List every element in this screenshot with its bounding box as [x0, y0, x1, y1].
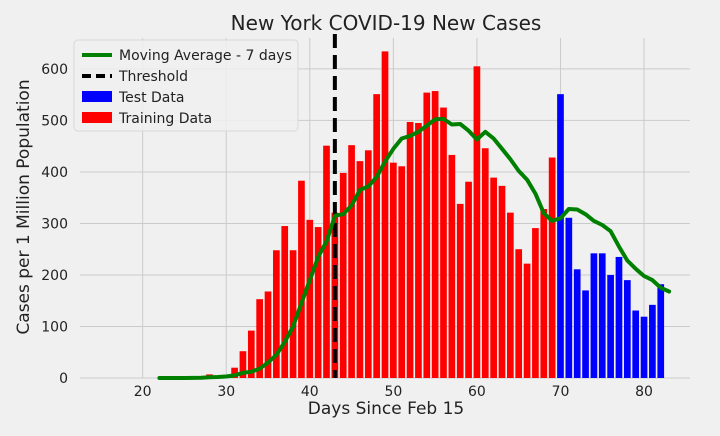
training-data-bar — [314, 227, 322, 378]
training-data-bar — [306, 219, 314, 378]
training-data-bar — [532, 228, 539, 378]
test-data-bar — [557, 94, 564, 378]
training-data-bar — [523, 263, 531, 378]
training-data-bar — [431, 91, 439, 378]
training-data-bar — [481, 148, 489, 378]
training-data-bar — [398, 166, 406, 378]
training-data-bar — [356, 161, 364, 378]
legend-threshold-label: Threshold — [118, 69, 188, 85]
y-tick-label: 100 — [41, 319, 68, 335]
test-data-bar — [640, 316, 648, 378]
y-tick-label: 500 — [41, 113, 68, 129]
training-data-bar — [473, 66, 481, 378]
training-data-bar — [323, 145, 330, 378]
test-data-bar — [657, 284, 665, 378]
ticks-layer: 0 100 200 300 400 500 600 20 30 40 50 60 70 80 — [41, 62, 653, 400]
training-data-bar — [540, 209, 548, 378]
x-tick-label: 20 — [134, 384, 152, 400]
lines-layer — [157, 34, 672, 380]
training-data-bar — [406, 121, 414, 378]
legend-training-label: Training Data — [118, 111, 212, 127]
x-tick-label: 70 — [552, 384, 570, 400]
chart-title: New York COVID-19 New Cases — [231, 11, 542, 35]
legend-test-swatch — [82, 91, 112, 102]
test-data-bar — [649, 304, 656, 378]
y-tick-label: 200 — [41, 268, 68, 284]
test-data-bar — [582, 290, 589, 378]
training-data-bar — [373, 94, 380, 378]
training-data-bar — [381, 51, 389, 378]
test-data-bar — [623, 280, 631, 378]
training-data-bar — [423, 92, 431, 378]
legend-box — [73, 39, 299, 132]
training-data-bar — [339, 172, 347, 378]
legend-moving-average-label: Moving Average - 7 days — [119, 48, 292, 64]
training-data-bar — [239, 351, 247, 378]
y-axis-label: Cases per 1 Million Population — [14, 79, 34, 334]
training-data-bar — [548, 157, 556, 378]
test-data-bar — [565, 217, 573, 378]
training-data-bar — [231, 367, 238, 378]
test-data-bar — [573, 269, 581, 378]
legend-training-swatch — [82, 112, 112, 123]
y-tick-label: 600 — [41, 62, 68, 78]
y-tick-label: 0 — [59, 371, 68, 387]
y-tick-label: 300 — [41, 216, 68, 232]
training-data-bar — [348, 145, 355, 378]
test-data-bar — [598, 253, 606, 378]
training-data-bar — [256, 299, 263, 378]
training-data-bar — [465, 181, 472, 378]
legend: Moving Average - 7 days Threshold Test D… — [73, 39, 299, 132]
training-data-bar — [390, 162, 397, 378]
training-data-bar — [448, 154, 456, 378]
x-tick-label: 50 — [384, 384, 402, 400]
training-data-bar — [498, 185, 506, 378]
test-data-bar — [632, 310, 640, 378]
training-data-bar — [264, 291, 272, 378]
training-data-bar — [298, 180, 305, 378]
x-tick-label: 40 — [301, 384, 319, 400]
training-data-bar — [490, 177, 497, 378]
legend-test-label: Test Data — [118, 90, 184, 106]
moving-average-line — [157, 116, 672, 380]
test-data-bar — [615, 256, 623, 378]
y-tick-label: 400 — [41, 165, 68, 181]
x-tick-label: 60 — [468, 384, 486, 400]
training-data-bar — [507, 212, 514, 378]
training-data-bar — [415, 123, 422, 378]
x-tick-label: 80 — [635, 384, 653, 400]
training-data-bar — [515, 249, 523, 378]
training-data-bar — [273, 250, 280, 378]
training-data-bar — [247, 330, 255, 378]
training-data-bar — [289, 250, 297, 378]
training-data-bar — [440, 107, 447, 378]
test-data-bar — [590, 253, 598, 378]
training-data-bar — [281, 226, 289, 378]
x-axis-label: Days Since Feb 15 — [308, 399, 464, 419]
training-data-bar — [364, 150, 372, 378]
x-tick-label: 30 — [217, 384, 235, 400]
test-data-bar — [607, 274, 614, 378]
training-data-bar — [456, 203, 464, 378]
